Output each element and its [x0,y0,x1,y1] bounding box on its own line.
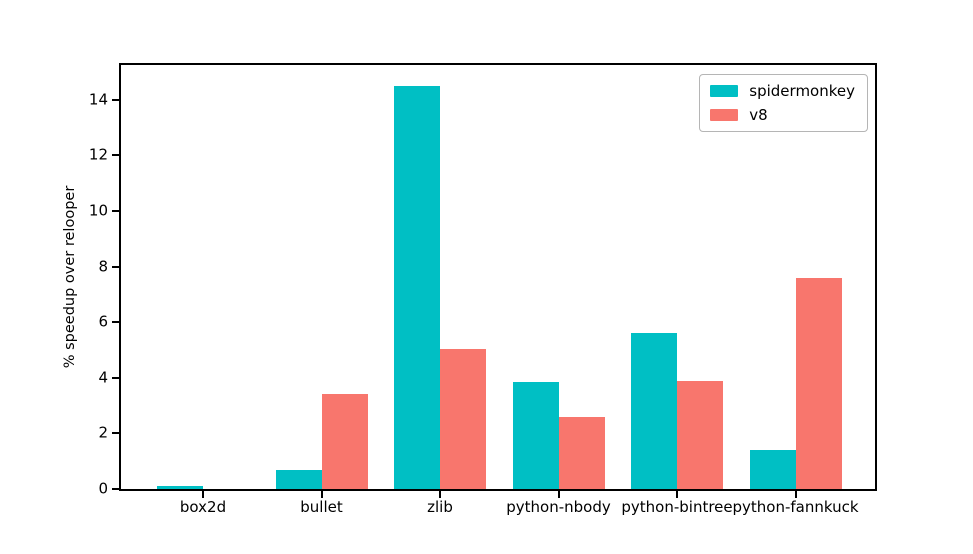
x-tick-label-python-bintree: python-bintree [621,498,733,516]
y-tick-mark-10 [112,210,119,212]
y-tick-label-14: 14 [88,90,108,109]
y-tick-mark-12 [112,154,119,157]
x-tick-mark-python-bintree [676,491,678,498]
bar-spidermonkey-python-bintree [631,333,677,489]
legend-swatch-spidermonkey [710,85,739,97]
x-tick-mark-box2d [202,491,204,498]
bar-v8-python-bintree [677,381,723,489]
bar-v8-zlib [440,349,486,489]
y-axis-title: % speedup over relooper [62,185,78,369]
y-tick-label-2: 2 [98,423,108,442]
bar-spidermonkey-zlib [394,86,440,489]
x-tick-mark-python-fannkuck [794,491,797,498]
plot-area: 0 2 4 6 8 10 12 14 box2d bullet zlib python-nbody p… [89,63,877,515]
y-tick-label-12: 12 [88,145,108,164]
bar-v8-python-nbody [558,417,605,489]
bar-spidermonkey-python-nbody [512,382,559,489]
x-tick-label-zlib: zlib [427,498,453,516]
y-tick-label-4: 4 [98,368,108,387]
legend-item-v8: v8 [710,106,855,124]
x-tick-mark-python-nbody [557,491,560,498]
y-tick-label-10: 10 [88,201,108,220]
legend-item-spidermonkey: spidermonkey [710,82,855,100]
y-tick-mark-0 [112,488,119,490]
y-tick-mark-2 [112,432,119,435]
legend-label-spidermonkey: spidermonkey [749,82,855,100]
legend: spidermonkey v8 [699,74,868,132]
y-tick-mark-8 [112,265,119,268]
x-tick-label-box2d: box2d [179,498,227,516]
bar-spidermonkey-box2d [157,486,203,489]
bar-spidermonkey-python-fannkuck [749,450,796,489]
legend-swatch-v8 [710,109,739,121]
x-tick-mark-zlib [439,491,441,498]
bars-layer [121,65,875,489]
y-tick-label-6: 6 [98,312,108,331]
y-tick-mark-4 [112,376,119,379]
y-tick-label-0: 0 [98,479,108,498]
x-tick-mark-bullet [320,491,323,498]
y-tick-mark-6 [112,321,119,324]
x-tick-label-python-fannkuck: python-fannkuck [732,498,859,516]
y-tick-mark-14 [112,98,119,101]
bar-v8-bullet [321,394,368,489]
bar-spidermonkey-bullet [275,470,322,489]
x-tick-label-python-nbody: python-nbody [506,498,611,516]
legend-label-v8: v8 [749,106,768,124]
x-tick-label-bullet: bullet [300,498,343,516]
y-tick-label-8: 8 [98,257,108,276]
bar-v8-python-fannkuck [795,278,842,489]
